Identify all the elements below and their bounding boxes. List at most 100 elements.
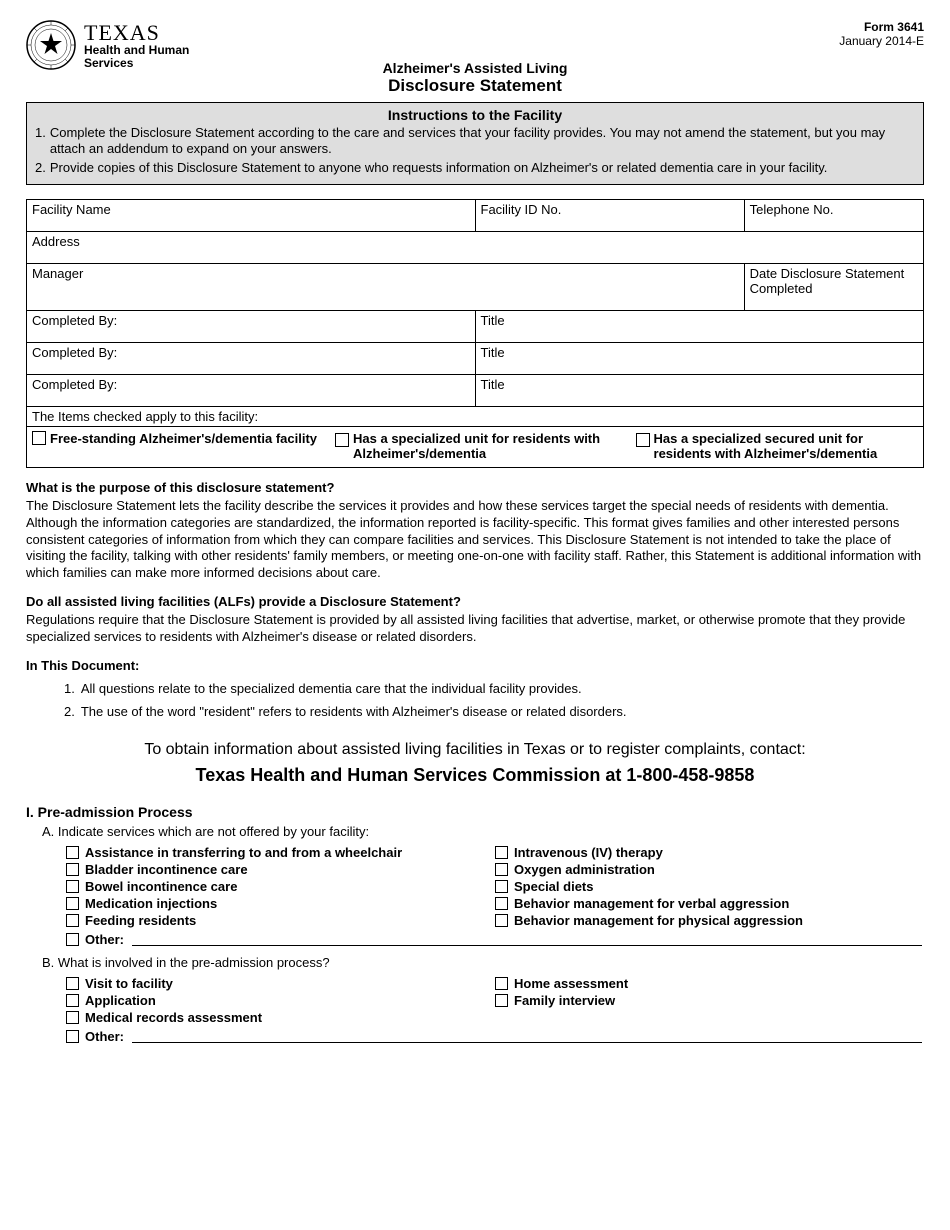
checkbox-preadmission[interactable]: Family interview bbox=[495, 993, 924, 1008]
checkbox-preadmission[interactable]: Home assessment bbox=[495, 976, 924, 991]
checkbox-service[interactable]: Bowel incontinence care bbox=[66, 879, 495, 894]
q2-heading: Do all assisted living facilities (ALFs)… bbox=[26, 594, 924, 609]
in-doc-list: 1. All questions relate to the specializ… bbox=[64, 681, 924, 719]
section-1a-label: A. Indicate services which are not offer… bbox=[42, 824, 924, 839]
column-right: Home assessment Family interview bbox=[495, 974, 924, 1027]
checkbox-label: Bladder incontinence care bbox=[85, 862, 248, 877]
field-facility-id[interactable]: Facility ID No. bbox=[475, 199, 744, 231]
checkbox-icon bbox=[495, 846, 508, 859]
instruction-text: Provide copies of this Disclosure Statem… bbox=[50, 160, 828, 176]
checkbox-label: Family interview bbox=[514, 993, 615, 1008]
checkbox-label: Has a specialized secured unit for resid… bbox=[654, 431, 919, 461]
checkbox-icon bbox=[66, 897, 79, 910]
checkbox-label: Oxygen administration bbox=[514, 862, 655, 877]
instructions-heading: Instructions to the Facility bbox=[35, 107, 915, 123]
checkbox-label: Behavior management for verbal aggressio… bbox=[514, 896, 789, 911]
other-input-line[interactable] bbox=[132, 932, 922, 946]
checkbox-service[interactable]: Oxygen administration bbox=[495, 862, 924, 877]
checkbox-label: Feeding residents bbox=[85, 913, 196, 928]
agency-name: TEXAS Health and Human Services bbox=[84, 21, 189, 69]
field-facility-name[interactable]: Facility Name bbox=[27, 199, 476, 231]
field-address[interactable]: Address bbox=[27, 231, 924, 263]
instruction-text: Complete the Disclosure Statement accord… bbox=[50, 125, 915, 158]
list-item: 1. All questions relate to the specializ… bbox=[64, 681, 924, 696]
checkbox-secured-unit[interactable]: Has a specialized secured unit for resid… bbox=[636, 431, 919, 461]
checkbox-icon bbox=[66, 863, 79, 876]
checkbox-icon bbox=[495, 863, 508, 876]
section-1a-other[interactable]: Other: bbox=[66, 932, 922, 947]
checkbox-service[interactable]: Assistance in transferring to and from a… bbox=[66, 845, 495, 860]
checkbox-icon bbox=[636, 433, 650, 447]
field-title-3[interactable]: Title bbox=[475, 374, 924, 406]
instructions-box: Instructions to the Facility 1. Complete… bbox=[26, 102, 924, 185]
other-input-line[interactable] bbox=[132, 1029, 922, 1043]
checkbox-service[interactable]: Special diets bbox=[495, 879, 924, 894]
field-manager[interactable]: Manager bbox=[27, 263, 745, 310]
checkbox-label: Application bbox=[85, 993, 156, 1008]
q1-text: The Disclosure Statement lets the facili… bbox=[26, 498, 924, 582]
other-label: Other: bbox=[85, 1029, 124, 1044]
form-revision: January 2014-E bbox=[839, 34, 924, 48]
checkbox-label: Visit to facility bbox=[85, 976, 173, 991]
checkbox-service[interactable]: Behavior management for verbal aggressio… bbox=[495, 896, 924, 911]
checkbox-icon bbox=[66, 977, 79, 990]
form-meta: Form 3641 January 2014-E bbox=[839, 20, 924, 48]
list-text: The use of the word "resident" refers to… bbox=[81, 704, 627, 719]
checkbox-specialized-unit[interactable]: Has a specialized unit for residents wit… bbox=[335, 431, 618, 461]
checkbox-icon bbox=[66, 1030, 79, 1043]
field-completed-by-3[interactable]: Completed By: bbox=[27, 374, 476, 406]
checkbox-label: Home assessment bbox=[514, 976, 628, 991]
section-1b-label: B. What is involved in the pre-admission… bbox=[42, 955, 924, 970]
field-date-completed[interactable]: Date Disclosure Statement Completed bbox=[744, 263, 923, 310]
checkbox-icon bbox=[66, 846, 79, 859]
checkbox-label: Medication injections bbox=[85, 896, 217, 911]
section-1b-checks: Visit to facility Application Medical re… bbox=[66, 974, 924, 1027]
checkbox-label: Has a specialized unit for residents wit… bbox=[353, 431, 618, 461]
facility-form-table: Facility Name Facility ID No. Telephone … bbox=[26, 199, 924, 468]
logo-line-1: TEXAS bbox=[84, 21, 189, 44]
checkbox-icon bbox=[495, 897, 508, 910]
checkbox-service[interactable]: Bladder incontinence care bbox=[66, 862, 495, 877]
section-1b-other[interactable]: Other: bbox=[66, 1029, 922, 1044]
checkbox-icon bbox=[66, 880, 79, 893]
doc-title-line-2: Disclosure Statement bbox=[26, 76, 924, 96]
checkbox-icon bbox=[32, 431, 46, 445]
checkbox-service[interactable]: Intravenous (IV) therapy bbox=[495, 845, 924, 860]
column-left: Visit to facility Application Medical re… bbox=[66, 974, 495, 1027]
items-apply-label: The Items checked apply to this facility… bbox=[27, 406, 924, 426]
checkbox-icon bbox=[495, 977, 508, 990]
checkbox-label: Free-standing Alzheimer's/dementia facil… bbox=[50, 431, 317, 446]
checkbox-icon bbox=[66, 933, 79, 946]
contact-block: To obtain information about assisted liv… bbox=[26, 741, 924, 786]
other-label: Other: bbox=[85, 932, 124, 947]
logo-line-2: Health and Human bbox=[84, 44, 189, 57]
instruction-item: 2. Provide copies of this Disclosure Sta… bbox=[35, 160, 915, 176]
checkbox-preadmission[interactable]: Visit to facility bbox=[66, 976, 495, 991]
field-completed-by-1[interactable]: Completed By: bbox=[27, 310, 476, 342]
checkbox-service[interactable]: Behavior management for physical aggress… bbox=[495, 913, 924, 928]
checkbox-icon bbox=[335, 433, 349, 447]
list-item: 2. The use of the word "resident" refers… bbox=[64, 704, 924, 719]
list-num: 1. bbox=[64, 681, 75, 696]
checkbox-label: Intravenous (IV) therapy bbox=[514, 845, 663, 860]
checkbox-label: Behavior management for physical aggress… bbox=[514, 913, 803, 928]
field-telephone[interactable]: Telephone No. bbox=[744, 199, 923, 231]
checkbox-service[interactable]: Feeding residents bbox=[66, 913, 495, 928]
in-doc-heading: In This Document: bbox=[26, 658, 924, 673]
contact-line-1: To obtain information about assisted liv… bbox=[26, 741, 924, 759]
checkbox-icon bbox=[66, 994, 79, 1007]
checkbox-preadmission[interactable]: Medical records assessment bbox=[66, 1010, 495, 1025]
field-completed-by-2[interactable]: Completed By: bbox=[27, 342, 476, 374]
checkbox-label: Special diets bbox=[514, 879, 593, 894]
checkbox-preadmission[interactable]: Application bbox=[66, 993, 495, 1008]
q2-text: Regulations require that the Disclosure … bbox=[26, 612, 924, 646]
field-title-1[interactable]: Title bbox=[475, 310, 924, 342]
field-title-2[interactable]: Title bbox=[475, 342, 924, 374]
instruction-number: 1. bbox=[35, 125, 46, 158]
list-num: 2. bbox=[64, 704, 75, 719]
checkbox-icon bbox=[495, 880, 508, 893]
section-1-heading: I. Pre-admission Process bbox=[26, 804, 924, 820]
logo-line-3: Services bbox=[84, 57, 189, 70]
checkbox-free-standing[interactable]: Free-standing Alzheimer's/dementia facil… bbox=[32, 431, 317, 446]
checkbox-service[interactable]: Medication injections bbox=[66, 896, 495, 911]
